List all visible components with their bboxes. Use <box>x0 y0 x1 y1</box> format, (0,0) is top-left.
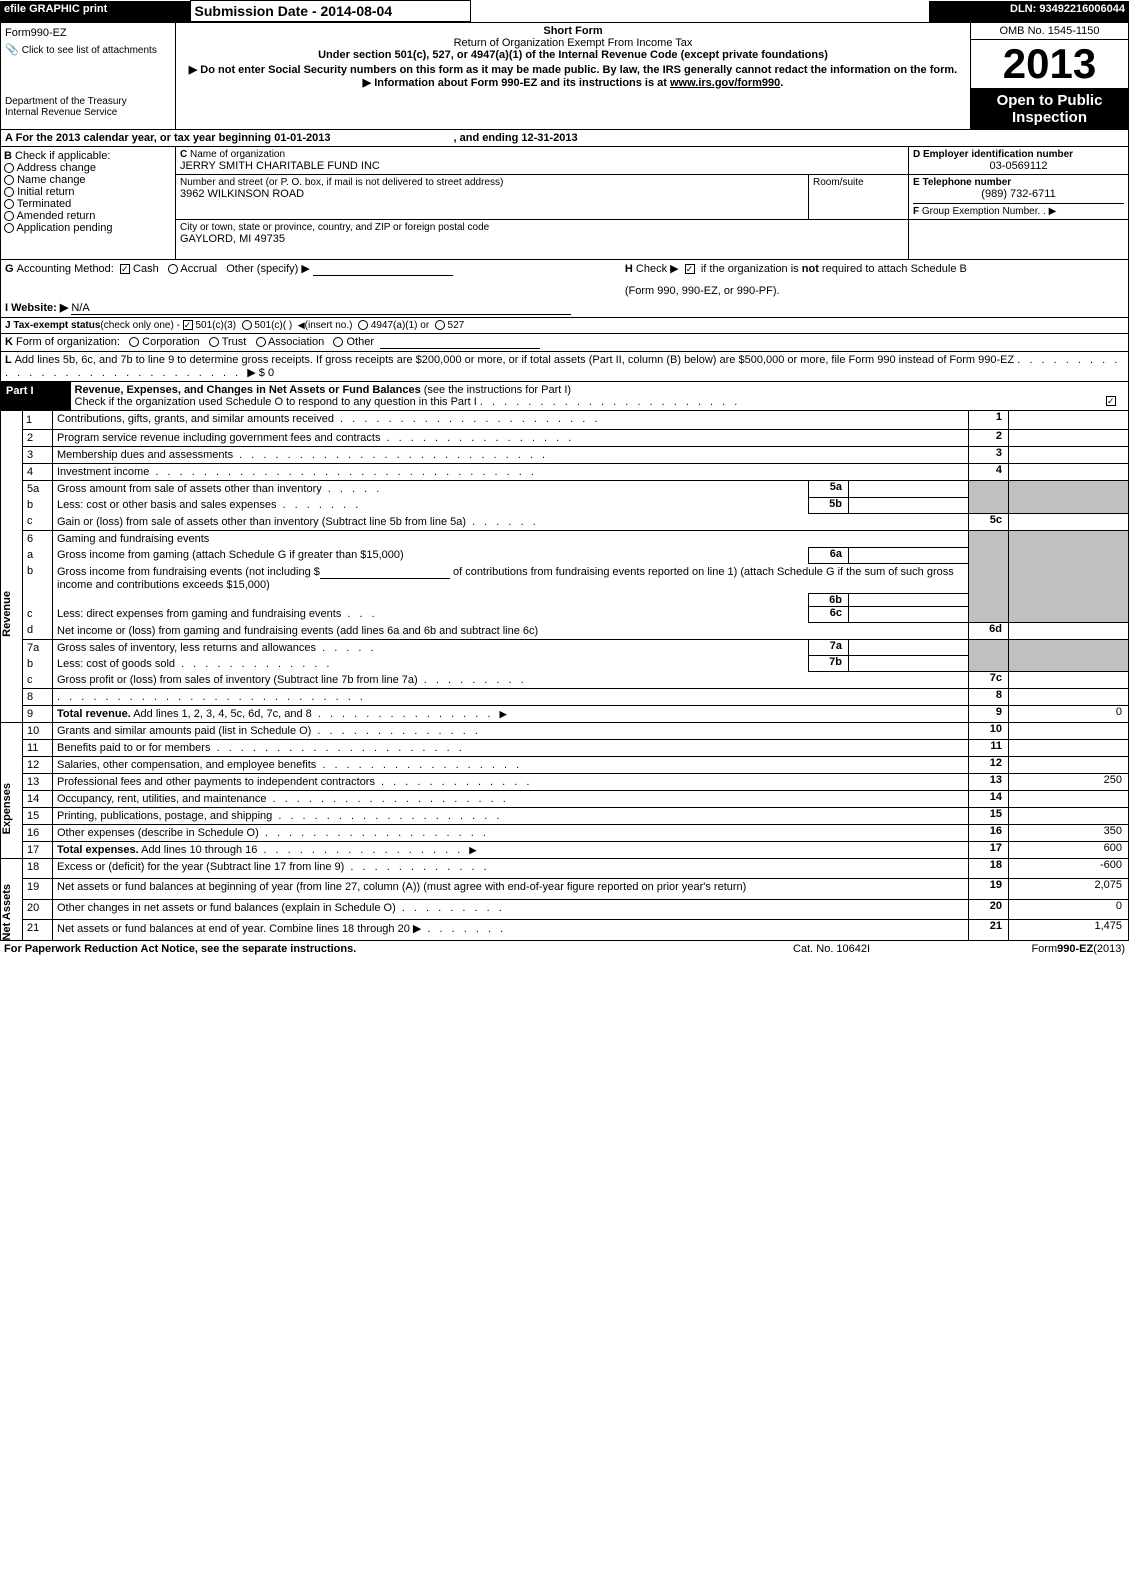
accounting-method-label: Accounting Method: <box>17 263 114 275</box>
ein-value: 03-0569112 <box>913 160 1124 172</box>
ein-label: Employer identification number <box>923 149 1073 160</box>
phone-value: (989) 732-6711 <box>913 188 1124 200</box>
schedule-o-checkbox[interactable] <box>1106 396 1116 406</box>
other-specify-label: Other (specify) ▶ <box>226 263 310 275</box>
return-title: Return of Organization Exempt From Incom… <box>180 37 966 49</box>
form-id-footer: Form990-EZ(2013) <box>919 941 1129 957</box>
501c-radio[interactable] <box>242 320 252 330</box>
short-form-label: Short Form <box>180 25 966 37</box>
527-radio[interactable] <box>435 320 445 330</box>
section-a: A For the 2013 calendar year, or tax yea… <box>0 130 1129 147</box>
form-name: Form990-EZ <box>5 27 171 39</box>
part1-table: Revenue 1 Contributions, gifts, grants, … <box>0 411 1129 941</box>
group-exempt-label: Group Exemption Number. <box>922 206 1040 217</box>
website-row: I Website: ▶ N/A <box>0 299 1129 318</box>
assoc-radio[interactable] <box>256 337 266 347</box>
irs-link[interactable]: www.irs.gov/form990 <box>670 77 780 89</box>
warn-info: ▶ Information about Form 990-EZ and its … <box>180 76 966 89</box>
application-pending-radio[interactable] <box>4 223 14 233</box>
501c3-checkbox[interactable] <box>183 320 193 330</box>
terminated-radio[interactable] <box>4 199 14 209</box>
return-subtitle: Under section 501(c), 527, or 4947(a)(1)… <box>180 49 966 61</box>
g-h-row: G Accounting Method: Cash Accrual Other … <box>0 260 1129 299</box>
submission-date: Submission Date - 2014-08-04 <box>190 1 470 22</box>
line-l: L Add lines 5b, 6c, and 7b to line 9 to … <box>0 352 1129 382</box>
total-expenses-value: 600 <box>1009 842 1129 859</box>
total-revenue-value: 0 <box>1009 706 1129 723</box>
efile-print-label[interactable]: efile GRAPHIC print <box>0 1 190 22</box>
street-label: Number and street (or P. O. box, if mail… <box>180 177 804 188</box>
line13-value: 250 <box>1009 774 1129 791</box>
city-label: City or town, state or province, country… <box>180 222 904 233</box>
other-radio[interactable] <box>333 337 343 347</box>
cat-number: Cat. No. 10642I <box>744 941 920 957</box>
dept-treasury: Department of the Treasury Internal Reve… <box>5 96 171 118</box>
schedule-b-checkbox[interactable] <box>685 264 695 274</box>
org-name-label: Name of organization <box>190 149 285 160</box>
trust-radio[interactable] <box>209 337 219 347</box>
amended-return-radio[interactable] <box>4 211 14 221</box>
cash-checkbox[interactable] <box>120 264 130 274</box>
part1-header: Part I Revenue, Expenses, and Changes in… <box>0 382 1129 411</box>
omb-number: OMB No. 1545-1150 <box>971 23 1128 40</box>
attachments-link[interactable]: Click to see list of attachments <box>22 45 157 56</box>
warn-ssn: ▶ Do not enter Social Security numbers o… <box>180 63 966 76</box>
line16-value: 350 <box>1009 825 1129 842</box>
phone-label: Telephone number <box>922 177 1011 188</box>
form-of-org-row: K Form of organization: Corporation Trus… <box>0 334 1129 352</box>
tax-year: 2013 <box>1003 40 1096 87</box>
line21-value: 1,475 <box>1009 919 1129 941</box>
page-footer: For Paperwork Reduction Act Notice, see … <box>0 941 1129 957</box>
tax-exempt-row: J Tax-exempt status(check only one) - 50… <box>0 318 1129 334</box>
dln-label: DLN: 93492216006044 <box>929 1 1129 22</box>
street-value: 3962 WILKINSON ROAD <box>180 188 804 200</box>
form-header: Form990-EZ 📎 Click to see list of attach… <box>0 22 1129 130</box>
line19-value: 2,075 <box>1009 879 1129 899</box>
expenses-side-label: Expenses <box>1 783 13 834</box>
netassets-side-label: Net Assets <box>1 884 13 940</box>
name-change-radio[interactable] <box>4 175 14 185</box>
paperwork-notice: For Paperwork Reduction Act Notice, see … <box>0 941 744 957</box>
line1-value <box>1009 411 1129 430</box>
check-if-applicable-label: Check if applicable: <box>15 150 110 162</box>
corp-radio[interactable] <box>129 337 139 347</box>
org-name-value: JERRY SMITH CHARITABLE FUND INC <box>180 160 904 172</box>
initial-return-radio[interactable] <box>4 187 14 197</box>
line20-value: 0 <box>1009 899 1129 919</box>
open-to-public: Open to Public Inspection <box>971 89 1128 129</box>
top-bar: efile GRAPHIC print Submission Date - 20… <box>0 0 1129 22</box>
header-grid: B Check if applicable: Address change Na… <box>0 147 1129 260</box>
4947-radio[interactable] <box>358 320 368 330</box>
revenue-side-label: Revenue <box>1 591 13 637</box>
city-value: GAYLORD, MI 49735 <box>180 233 904 245</box>
part1-label: Part I <box>1 382 71 411</box>
paperclip-icon: 📎 <box>5 44 19 56</box>
address-change-radio[interactable] <box>4 163 14 173</box>
accrual-radio[interactable] <box>168 264 178 274</box>
website-value: N/A <box>71 302 571 315</box>
room-suite-label: Room/suite <box>809 175 909 220</box>
line18-value: -600 <box>1009 859 1129 879</box>
